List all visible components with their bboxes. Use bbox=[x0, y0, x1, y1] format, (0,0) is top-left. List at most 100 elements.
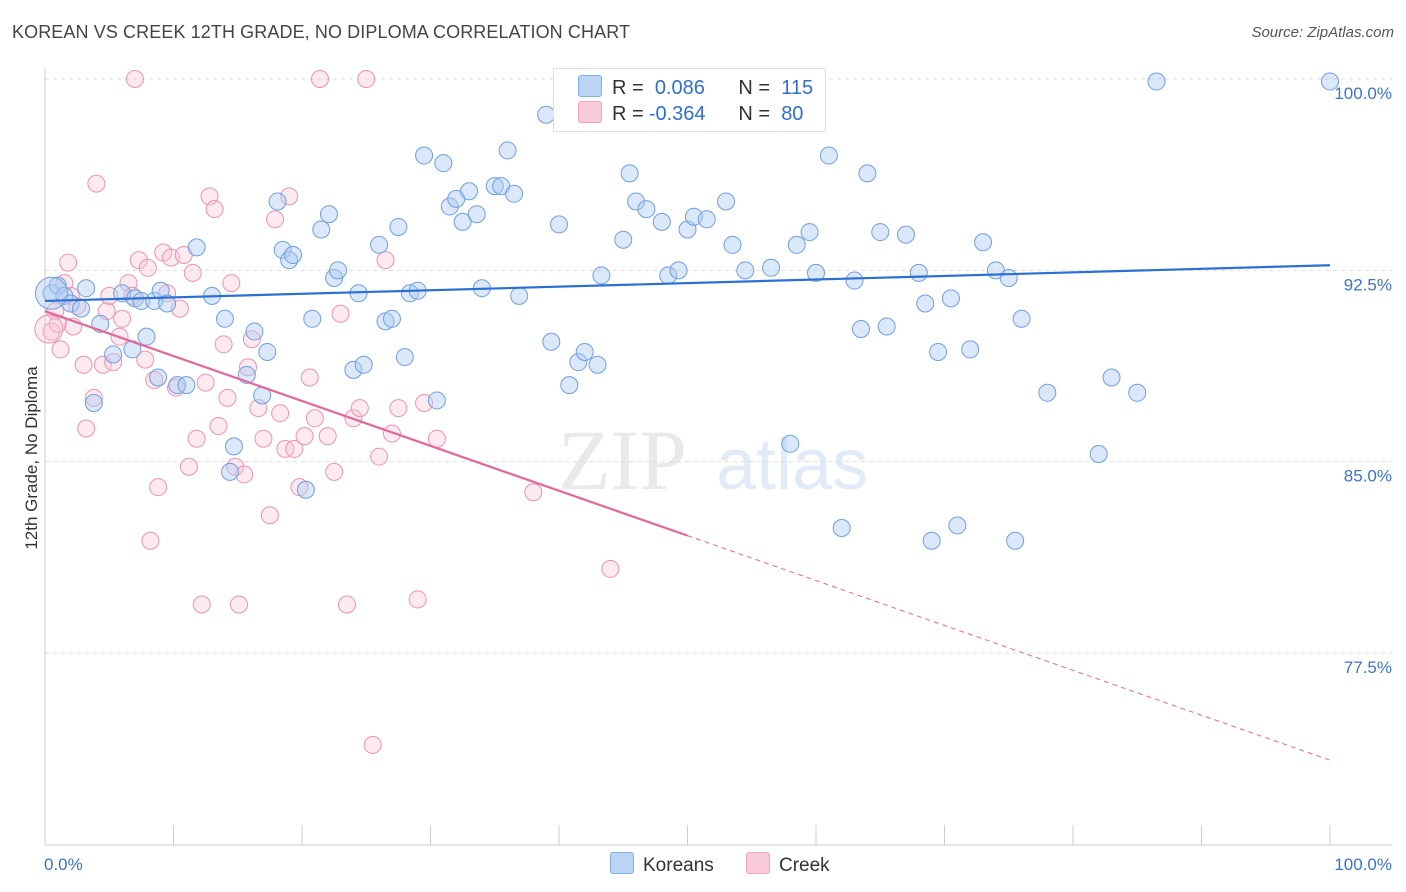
legend-row-koreans: R = 0.086 N = 115 bbox=[578, 75, 813, 101]
creek-point bbox=[271, 404, 290, 423]
creek-point bbox=[300, 368, 319, 387]
creek-point bbox=[205, 200, 224, 219]
korean-point bbox=[158, 294, 177, 313]
korean-point bbox=[781, 434, 800, 453]
korean-point bbox=[221, 462, 240, 481]
korean-point bbox=[858, 164, 877, 183]
korean-point bbox=[284, 246, 303, 265]
axes bbox=[44, 68, 1392, 846]
korean-point bbox=[370, 235, 389, 254]
korean-swatch bbox=[610, 852, 634, 874]
creek-point bbox=[51, 340, 70, 359]
korean-point bbox=[71, 299, 90, 318]
y-tick-label: 77.5% bbox=[1344, 658, 1392, 677]
creek-point bbox=[136, 350, 155, 369]
korean-point bbox=[505, 184, 524, 203]
korean-point bbox=[149, 368, 168, 387]
creek-point bbox=[235, 465, 254, 484]
korean-point bbox=[510, 286, 529, 305]
korean-point bbox=[273, 240, 292, 259]
stats-legend: R = 0.086 N = 115 R = -0.364 N = 80 bbox=[553, 68, 826, 132]
creek-point bbox=[310, 70, 329, 88]
korean-point bbox=[592, 266, 611, 285]
korean-point bbox=[929, 342, 948, 361]
korean-point bbox=[328, 261, 347, 280]
creek-point bbox=[254, 429, 273, 448]
korean-point bbox=[896, 225, 915, 244]
bottom-legend-creek: Creek bbox=[746, 852, 830, 877]
creek-point bbox=[370, 447, 389, 466]
korean-point bbox=[800, 223, 819, 242]
korean-point bbox=[588, 355, 607, 374]
korean-swatch bbox=[578, 75, 602, 97]
creek-point bbox=[34, 314, 64, 344]
korean-point bbox=[787, 235, 806, 254]
creek-point bbox=[357, 70, 376, 88]
creek-point bbox=[183, 263, 202, 282]
creek-point bbox=[285, 439, 304, 458]
korean-point bbox=[177, 376, 196, 395]
korean-point bbox=[560, 376, 579, 395]
korean-point bbox=[344, 360, 363, 379]
korean-point bbox=[215, 309, 234, 328]
korean-point bbox=[1128, 383, 1147, 402]
legend-r-value: 0.086 bbox=[654, 77, 705, 99]
korean-point bbox=[916, 294, 935, 313]
creek-point bbox=[230, 595, 249, 614]
korean-point bbox=[395, 348, 414, 367]
bottom-legend-koreans-label: Koreans bbox=[643, 855, 714, 876]
creek-points bbox=[34, 70, 620, 754]
korean-point bbox=[224, 437, 243, 456]
korean-point bbox=[467, 205, 486, 224]
creek-point bbox=[337, 595, 356, 614]
korean-point bbox=[637, 200, 656, 219]
korean-point bbox=[922, 531, 941, 550]
korean-point bbox=[909, 263, 928, 282]
korean-point bbox=[961, 340, 980, 359]
creek-point bbox=[187, 429, 206, 448]
legend-n-value: 115 bbox=[781, 77, 814, 99]
korean-point bbox=[762, 258, 781, 277]
korean-point bbox=[974, 233, 993, 252]
korean-point bbox=[312, 220, 331, 239]
creek-swatch bbox=[578, 101, 602, 123]
creek-point bbox=[123, 286, 142, 305]
watermark-zip: ZIP bbox=[558, 412, 687, 508]
creek-point bbox=[84, 388, 103, 407]
creek-point bbox=[59, 253, 78, 272]
creek-point bbox=[87, 174, 106, 193]
korean-point bbox=[999, 268, 1018, 287]
tick-labels: 77.5% 85.0% 92.5% 100.0% 0.0% 100.0% bbox=[44, 84, 1392, 874]
creek-point bbox=[104, 353, 123, 372]
creek-point bbox=[376, 251, 395, 270]
korean-point bbox=[434, 154, 453, 173]
korean-point bbox=[440, 197, 459, 216]
source-label: Source: ZipAtlas.com bbox=[1251, 24, 1394, 41]
creek-point bbox=[305, 409, 324, 428]
creek-point bbox=[214, 335, 233, 354]
korean-point bbox=[575, 342, 594, 361]
creek-point bbox=[77, 419, 96, 438]
korean-point bbox=[84, 393, 103, 412]
korean-point bbox=[569, 353, 588, 372]
creek-point bbox=[74, 355, 93, 374]
korean-point bbox=[614, 230, 633, 249]
korean-point bbox=[669, 261, 688, 280]
korean-point bbox=[319, 205, 338, 224]
korean-point bbox=[550, 215, 568, 234]
creek-point bbox=[524, 483, 543, 502]
korean-point bbox=[877, 317, 896, 336]
korean-point bbox=[485, 177, 504, 196]
korean-point bbox=[132, 291, 151, 310]
creek-point bbox=[192, 595, 211, 614]
korean-point bbox=[620, 164, 639, 183]
korean-point bbox=[303, 309, 322, 328]
creek-swatch bbox=[746, 852, 770, 874]
korean-point bbox=[871, 223, 890, 242]
korean-point bbox=[258, 342, 277, 361]
x-tick-label: 100.0% bbox=[1334, 855, 1392, 874]
y-tick-label: 92.5% bbox=[1344, 275, 1392, 294]
creek-point bbox=[295, 427, 314, 446]
korean-point bbox=[1089, 445, 1108, 464]
korean-point bbox=[104, 345, 123, 364]
